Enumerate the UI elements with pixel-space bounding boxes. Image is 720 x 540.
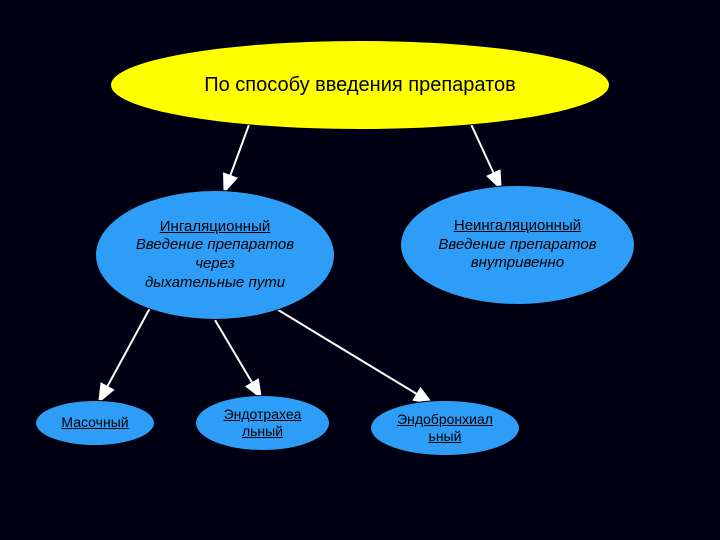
node-endotracheal-l1: Эндотрахеа xyxy=(224,406,302,424)
root-label: По способу введения препаратов xyxy=(204,73,516,98)
node-noninhalation-desc2: внутривенно xyxy=(471,254,564,273)
node-mask: Масочный xyxy=(35,400,155,446)
node-mask-label: Масочный xyxy=(61,414,128,432)
root-node: По способу введения препаратов xyxy=(110,40,610,130)
node-inhalation-desc2: через xyxy=(195,255,235,274)
node-endotracheal: Эндотрахеа льный xyxy=(195,395,330,451)
node-inhalation: Ингаляционный Введение препаратов через … xyxy=(95,190,335,320)
node-noninhalation: Неингаляционный Введение препаратов внут… xyxy=(400,185,635,305)
node-noninhalation-desc1: Введение препаратов xyxy=(438,236,596,255)
node-endobronchial: Эндобронхиал ьный xyxy=(370,400,520,456)
node-noninhalation-title: Неингаляционный xyxy=(454,217,581,236)
node-inhalation-title: Ингаляционный xyxy=(160,218,270,237)
node-endobronchial-l1: Эндобронхиал xyxy=(397,411,493,429)
node-inhalation-desc1: Введение препаратов xyxy=(136,236,294,255)
node-endotracheal-l2: льный xyxy=(242,423,283,441)
node-endobronchial-l2: ьный xyxy=(429,428,462,446)
diagram-stage: По способу введения препаратов Ингаляцио… xyxy=(0,0,720,540)
node-inhalation-desc3: дыхательные пути xyxy=(145,274,285,293)
